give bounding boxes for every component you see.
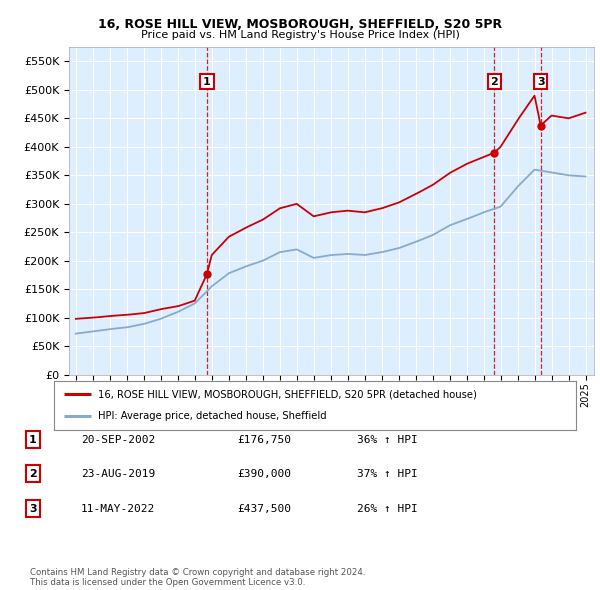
Text: HPI: Average price, detached house, Sheffield: HPI: Average price, detached house, Shef… <box>98 411 327 421</box>
Text: £437,500: £437,500 <box>237 504 291 513</box>
Text: Contains HM Land Registry data © Crown copyright and database right 2024.
This d: Contains HM Land Registry data © Crown c… <box>30 568 365 587</box>
Text: 20-SEP-2002: 20-SEP-2002 <box>81 435 155 444</box>
Text: 2: 2 <box>29 469 37 478</box>
Text: 16, ROSE HILL VIEW, MOSBOROUGH, SHEFFIELD, S20 5PR (detached house): 16, ROSE HILL VIEW, MOSBOROUGH, SHEFFIEL… <box>98 389 477 399</box>
Text: 2: 2 <box>491 77 499 87</box>
Text: 36% ↑ HPI: 36% ↑ HPI <box>357 435 418 444</box>
Text: 1: 1 <box>29 435 37 444</box>
Text: 3: 3 <box>29 504 37 513</box>
Text: 3: 3 <box>537 77 544 87</box>
Text: £390,000: £390,000 <box>237 469 291 478</box>
Text: 1: 1 <box>203 77 211 87</box>
Text: 11-MAY-2022: 11-MAY-2022 <box>81 504 155 513</box>
Text: Price paid vs. HM Land Registry's House Price Index (HPI): Price paid vs. HM Land Registry's House … <box>140 31 460 40</box>
Text: 37% ↑ HPI: 37% ↑ HPI <box>357 469 418 478</box>
Text: 23-AUG-2019: 23-AUG-2019 <box>81 469 155 478</box>
Text: 26% ↑ HPI: 26% ↑ HPI <box>357 504 418 513</box>
Text: 16, ROSE HILL VIEW, MOSBOROUGH, SHEFFIELD, S20 5PR: 16, ROSE HILL VIEW, MOSBOROUGH, SHEFFIEL… <box>98 18 502 31</box>
Text: £176,750: £176,750 <box>237 435 291 444</box>
